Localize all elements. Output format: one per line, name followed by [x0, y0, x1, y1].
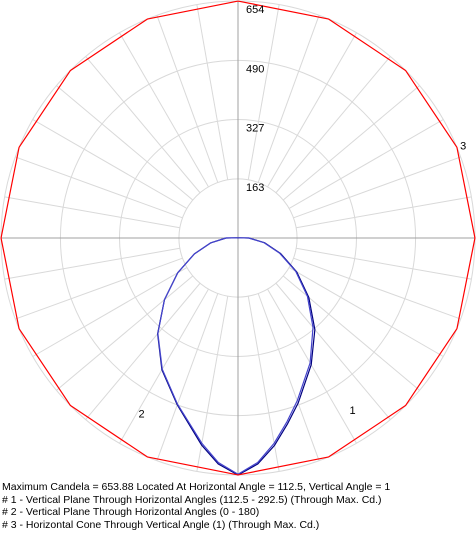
series-layer [0, 0, 476, 476]
grid-spoke [288, 267, 444, 357]
grid-spoke [257, 15, 320, 183]
grid-spoke [275, 282, 391, 420]
grid-spoke [156, 15, 219, 183]
grid-spoke [267, 32, 357, 188]
curve-label-2: 2 [139, 409, 145, 421]
grid-spoke [293, 257, 461, 320]
grid-spoke [296, 247, 472, 280]
curve-label-3: 3 [460, 140, 466, 152]
curve-label-1: 1 [350, 405, 356, 417]
grid-spokes [4, 4, 472, 472]
grid-spoke [85, 282, 201, 420]
grid-spoke [56, 275, 194, 391]
grid-spoke [275, 56, 391, 194]
legend-entry-2: # 2 - Vertical Plane Through Horizontal … [2, 506, 260, 518]
grid-spoke [257, 293, 320, 461]
grid-spoke [288, 119, 444, 209]
grid-spoke [119, 288, 209, 444]
chart-notes: Maximum Candela = 653.88 Located At Hori… [2, 481, 474, 531]
polar-candela-plot: 163 327 490 654 1 2 3 [0, 0, 476, 476]
axes [1, 1, 475, 475]
grid-spoke [196, 4, 229, 180]
grid-spoke [156, 293, 219, 461]
grid-spoke [247, 296, 280, 472]
grid-spoke [15, 257, 183, 320]
grid-spoke [247, 4, 280, 180]
series-2-curve [157, 237, 314, 475]
legend-entry-3: # 3 - Horizontal Cone Through Vertical A… [2, 518, 320, 531]
ring-label: 327 [246, 123, 264, 135]
series-3-curve [0, 0, 476, 476]
grid-spoke [293, 156, 461, 219]
curve-labels: 1 2 3 [139, 140, 467, 420]
grid-spoke [32, 119, 188, 209]
ring-labels: 163 327 490 654 [246, 4, 264, 194]
grid-spoke [56, 85, 194, 201]
grid-spoke [196, 296, 229, 472]
grid-spoke [296, 196, 472, 229]
grid-spoke [282, 275, 420, 391]
grid-spoke [85, 56, 201, 194]
ring-label: 163 [246, 182, 264, 194]
grid-spoke [32, 267, 188, 357]
grid-spoke [267, 288, 357, 444]
ring-label: 490 [246, 63, 264, 75]
grid-spoke [4, 196, 180, 229]
grid-spoke [282, 85, 420, 201]
grid-spoke [15, 156, 183, 219]
grid-spoke [119, 32, 209, 188]
grid-spoke [4, 247, 180, 280]
legend-entry-1: # 1 - Vertical Plane Through Horizontal … [2, 493, 382, 506]
max-candela-line: Maximum Candela = 653.88 Located At Hori… [2, 481, 391, 493]
ring-label: 654 [246, 4, 264, 16]
